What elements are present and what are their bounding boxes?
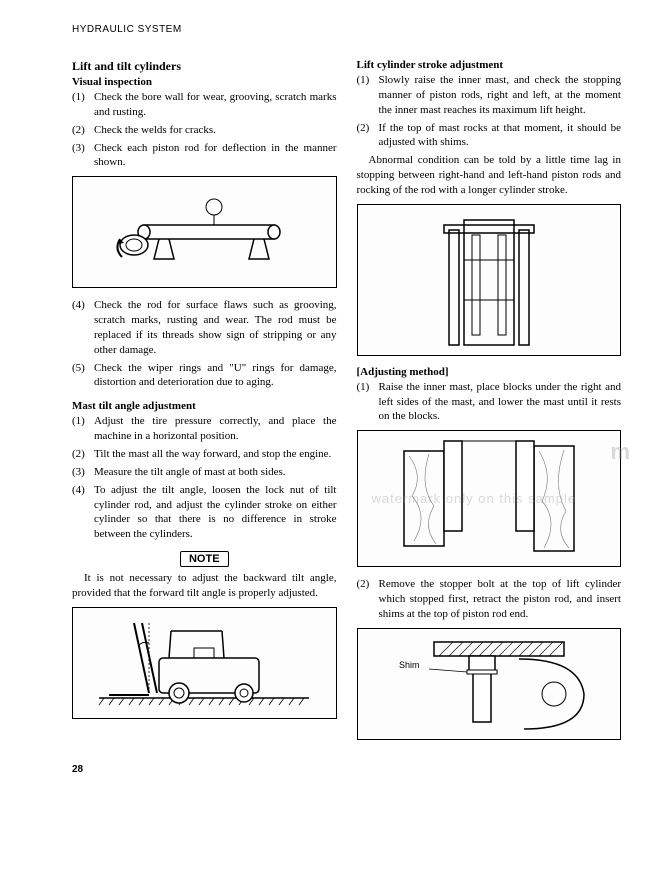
item-number: (1) [72, 414, 94, 444]
item-number: (3) [72, 465, 94, 480]
item-number: (2) [357, 577, 379, 622]
note-container: NOTE [72, 545, 337, 571]
item-number: (2) [72, 447, 94, 462]
item-text: Check the bore wall for wear, grooving, … [94, 90, 337, 120]
list-item: (4) Check the rod for surface flaws such… [72, 298, 337, 357]
item-number: (5) [72, 361, 94, 391]
item-number: (3) [72, 141, 94, 171]
item-text: Tilt the mast all the way forward, and s… [94, 447, 337, 462]
item-text: Slowly raise the inner mast, and check t… [379, 73, 622, 118]
lift-tilt-title: Lift and tilt cylinders [72, 59, 337, 74]
item-number: (4) [72, 298, 94, 357]
item-text: Check each piston rod for deflection in … [94, 141, 337, 171]
piston-rod-svg [104, 187, 304, 277]
item-number: (1) [357, 380, 379, 425]
item-text: Adjust the tire pressure correctly, and … [94, 414, 337, 444]
mast-tilt-title: Mast tilt angle adjustment [72, 400, 337, 412]
lift-cylinder-stroke-title: Lift cylinder stroke adjustment [357, 59, 622, 71]
item-text: Check the wiper rings and "U" rings for … [94, 361, 337, 391]
mast-figure [357, 204, 622, 356]
note-text: It is not necessary to adjust the backwa… [72, 571, 337, 601]
left-column: Lift and tilt cylinders Visual inspectio… [72, 59, 337, 750]
list-item: (1) Raise the inner mast, place blocks u… [357, 380, 622, 425]
list-item: (4) To adjust the tilt angle, loosen the… [72, 483, 337, 542]
shim-label-svg: Shim [399, 660, 420, 670]
list-item: (2) Remove the stopper bolt at the top o… [357, 577, 622, 622]
list-item: (1) Adjust the tire pressure correctly, … [72, 414, 337, 444]
list-item: (2) Check the welds for cracks. [72, 123, 337, 138]
list-item: (1) Check the bore wall for wear, groovi… [72, 90, 337, 120]
section-header: HYDRAULIC SYSTEM [72, 24, 621, 35]
item-text: Check the rod for surface flaws such as … [94, 298, 337, 357]
item-text: Measure the tilt angle of mast at both s… [94, 465, 337, 480]
item-number: (1) [72, 90, 94, 120]
list-item: (1) Slowly raise the inner mast, and che… [357, 73, 622, 118]
list-item: (3) Measure the tilt angle of mast at bo… [72, 465, 337, 480]
forklift-svg [89, 613, 319, 713]
blocks-svg [374, 436, 604, 561]
item-text: If the top of mast rocks at that moment,… [379, 121, 622, 151]
piston-rod-figure [72, 176, 337, 288]
list-item: (5) Check the wiper rings and "U" rings … [72, 361, 337, 391]
item-text: Raise the inner mast, place blocks under… [379, 380, 622, 425]
item-text: To adjust the tilt angle, loosen the loc… [94, 483, 337, 542]
forklift-figure [72, 607, 337, 719]
item-text: Check the welds for cracks. [94, 123, 337, 138]
blocks-figure [357, 430, 622, 567]
item-number: (2) [357, 121, 379, 151]
shim-svg: Shim [379, 634, 599, 734]
page-container: HYDRAULIC SYSTEM Lift and tilt cylinders… [0, 0, 651, 795]
abnormal-condition-text: Abnormal condition can be told by a litt… [357, 153, 622, 198]
shim-figure: Shim [357, 628, 622, 740]
adjusting-method-title: [Adjusting method] [357, 366, 622, 378]
mast-svg [414, 210, 564, 350]
item-number: (2) [72, 123, 94, 138]
visual-inspection-title: Visual inspection [72, 76, 337, 88]
item-number: (1) [357, 73, 379, 118]
note-label: NOTE [180, 551, 229, 567]
list-item: (2) If the top of mast rocks at that mom… [357, 121, 622, 151]
page-number: 28 [72, 764, 621, 775]
list-item: (3) Check each piston rod for deflection… [72, 141, 337, 171]
item-number: (4) [72, 483, 94, 542]
item-text: Remove the stopper bolt at the top of li… [379, 577, 622, 622]
list-item: (2) Tilt the mast all the way forward, a… [72, 447, 337, 462]
two-column-layout: Lift and tilt cylinders Visual inspectio… [72, 59, 621, 750]
right-column: Lift cylinder stroke adjustment (1) Slow… [357, 59, 622, 750]
